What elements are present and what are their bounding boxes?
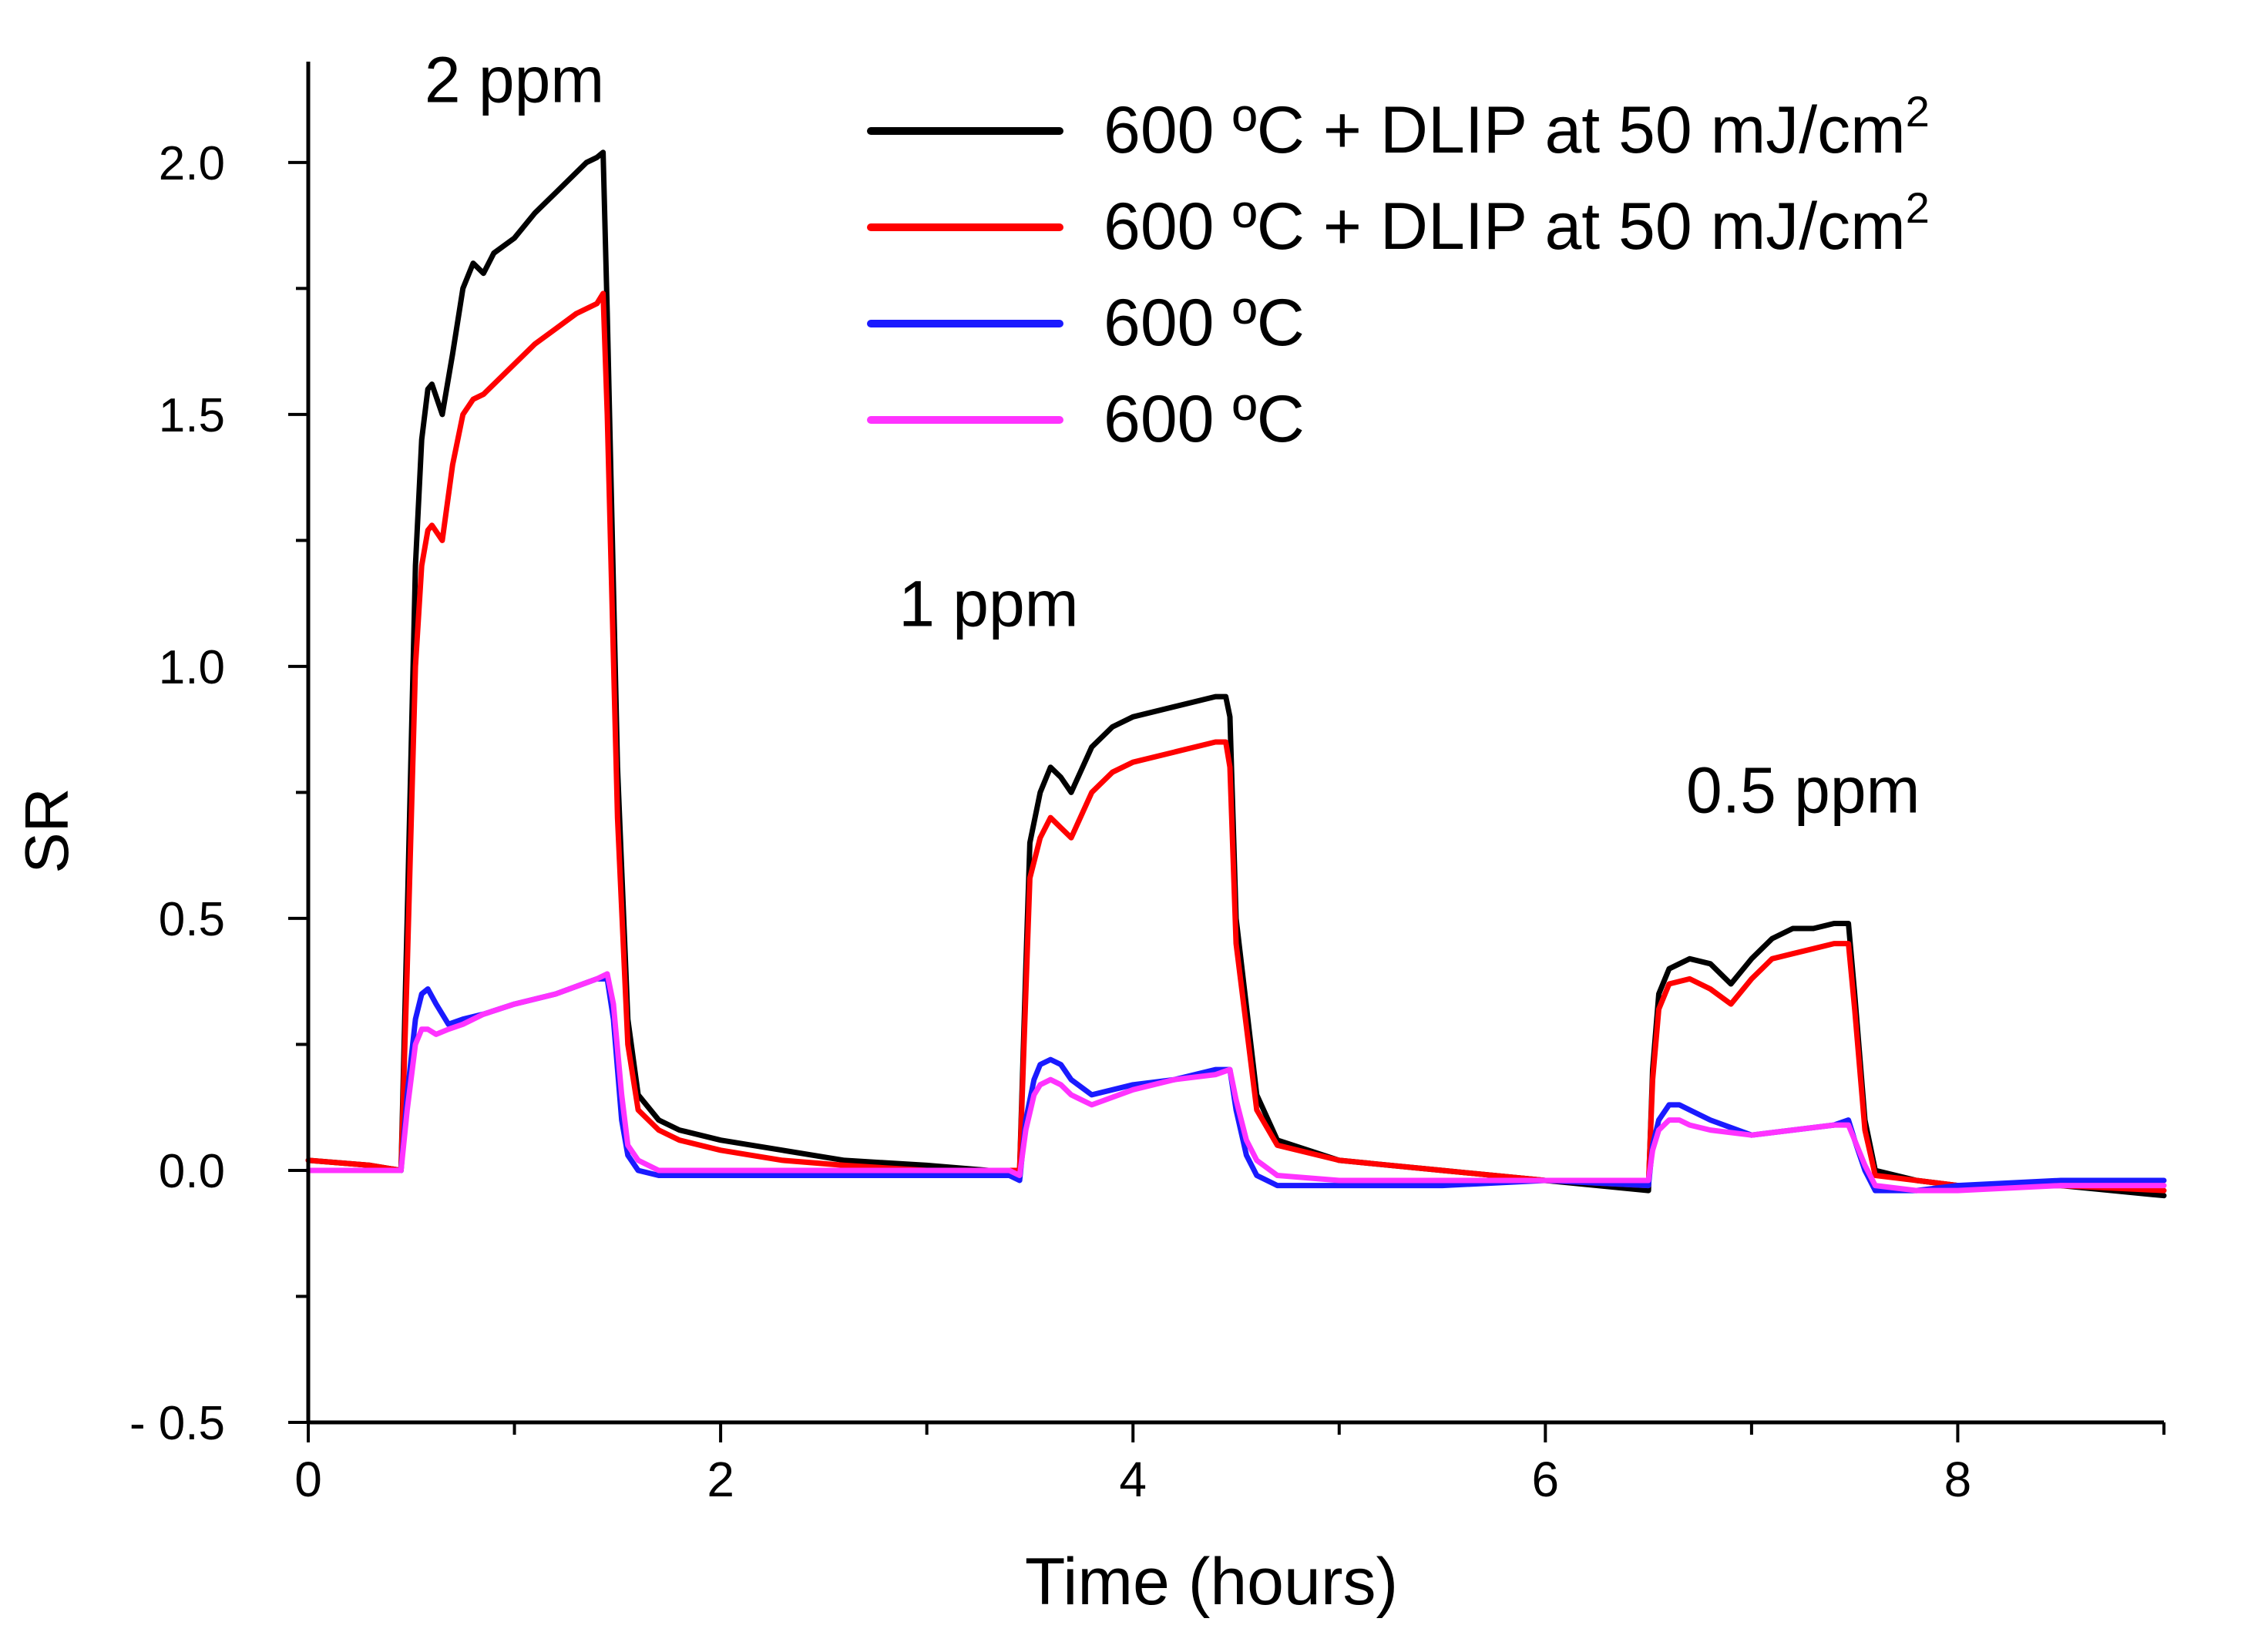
y-tick-label: 0.5 [159,893,225,946]
ticks-layer: 0 2 4 6 8 - 0.5 0.0 0.5 1.0 1.5 2.0 [129,137,2165,1507]
concentration-annotation: 0.5 ppm [1686,754,1920,827]
concentration-annotation: 1 ppm [899,568,1078,640]
legend-superscript: 2 [1906,87,1930,136]
series-line-4 [305,971,2167,1194]
legend-label-3: 600 ºC [1104,286,1305,360]
legend-label-text: 600 ºC + DLIP at 50 mJ/cm [1104,93,1906,167]
legend-label-text: 600 ºC + DLIP at 50 mJ/cm [1104,190,1906,264]
x-tick-label: 6 [1532,1452,1560,1507]
series-line-2 [305,290,2167,1194]
series-layer [305,149,2167,1199]
series-line-1 [305,149,2167,1199]
x-axis-label: Time (hours) [1025,1545,1398,1619]
legend-label-text: 600 ºC [1104,382,1305,456]
y-tick-label: 0.0 [159,1145,225,1198]
x-tick-label: 8 [1944,1452,1972,1507]
y-tick-label: 1.5 [159,389,225,442]
concentration-annotation: 2 ppm [425,43,604,116]
legend-label-1: 600 ºC + DLIP at 50 mJ/cm2 [1104,87,1930,167]
series-line-3 [305,975,2167,1194]
x-tick-label: 0 [294,1452,322,1507]
legend-label-2: 600 ºC + DLIP at 50 mJ/cm2 [1104,183,1930,264]
x-tick-label: 4 [1119,1452,1147,1507]
axes-layer [306,62,2164,1425]
y-tick-label: 1.0 [159,641,225,694]
y-tick-label: - 0.5 [129,1397,225,1450]
y-tick-label: 2.0 [159,137,225,190]
x-tick-label: 2 [707,1452,734,1507]
legend-label-text: 600 ºC [1104,286,1305,360]
legend-superscript: 2 [1906,183,1930,232]
annotation-layer: 2 ppm 1 ppm 0.5 ppm [425,43,1920,826]
legend-label-4: 600 ºC [1104,382,1305,456]
y-axis-label: SR [12,787,81,873]
